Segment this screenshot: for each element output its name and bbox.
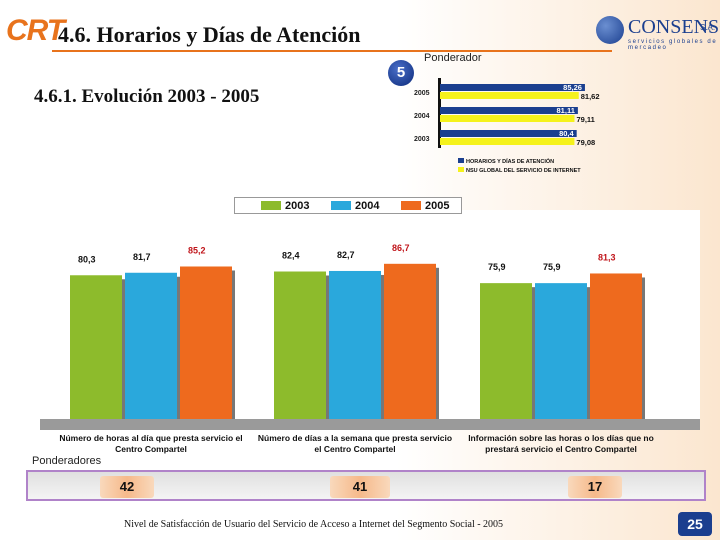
summary-category-label: 2003 xyxy=(414,136,430,143)
bar-shadow xyxy=(532,287,535,419)
bar-2005-fill xyxy=(180,266,232,419)
bar-2003 xyxy=(70,275,125,419)
bar-2004-fill xyxy=(535,283,587,419)
main-bar-chart: 80,3 81,7 85,2 Número de horas al día que p… xyxy=(40,210,700,454)
bar-shadow xyxy=(232,270,235,419)
category-label: Centro Compartel xyxy=(115,444,187,454)
page-title: 4.6. Horarios y Días de Atención xyxy=(58,22,361,47)
summary-category-label: 2005 xyxy=(414,90,430,97)
legend-item-2005: 2005 xyxy=(401,200,449,212)
summary-bar-nsu xyxy=(440,115,575,122)
section-subtitle: 4.6.1. Evolución 2003 - 2005 xyxy=(34,86,260,107)
summary-bar-nsu xyxy=(440,92,579,99)
summary-legend-swatch xyxy=(458,158,464,163)
ponderador-value: 17 xyxy=(568,476,622,498)
bar-2005-fill xyxy=(384,263,436,419)
bar-data-label: 80,3 xyxy=(78,254,96,264)
bar-2004 xyxy=(125,272,180,419)
bar-data-label: 85,2 xyxy=(188,245,206,255)
summary-legend-swatch xyxy=(458,167,464,172)
footer-caption: Nivel de Satisfacción de Usuario del Ser… xyxy=(124,519,504,530)
page-number: 25 xyxy=(678,512,712,536)
bar-2005 xyxy=(180,266,235,419)
bar-shadow xyxy=(326,275,329,419)
summary-bar-horarios xyxy=(440,84,585,91)
category-label: el Centro Compartel xyxy=(314,444,395,454)
bar-data-label: 75,9 xyxy=(488,262,506,272)
bar-2003 xyxy=(480,283,535,419)
summary-category-label: 2004 xyxy=(414,113,430,120)
summary-data-label: 79,08 xyxy=(576,138,595,147)
bar-data-label: 82,4 xyxy=(282,251,300,261)
crt-logo: CRT xyxy=(6,14,65,47)
summary-data-label: 81,62 xyxy=(581,92,600,101)
category-label: prestará servicio el Centro Compartel xyxy=(485,444,637,454)
bar-shadow xyxy=(122,279,125,419)
legend-item-2003: 2003 xyxy=(261,200,309,212)
bar-data-label: 82,7 xyxy=(337,250,355,260)
bar-shadow xyxy=(177,276,180,419)
category-label: Información sobre las horas o los días q… xyxy=(468,433,654,443)
legend-item-2004: 2004 xyxy=(331,200,379,212)
bar-2003-fill xyxy=(480,283,532,419)
summary-legend-label: HORARIOS Y DÍAS DE ATENCIÓN xyxy=(466,157,554,165)
chart-floor xyxy=(40,419,700,430)
bar-2003-fill xyxy=(70,275,122,419)
summary-bar-horarios xyxy=(440,130,577,137)
ponderador-value: 41 xyxy=(330,476,390,498)
consenso-tagline: servicios globales de mercadeo xyxy=(628,39,718,51)
bar-2005 xyxy=(590,273,645,419)
bar-shadow xyxy=(381,274,384,419)
bar-shadow xyxy=(436,267,439,419)
bar-data-label: 81,7 xyxy=(133,252,151,262)
consenso-brand-name: CONSENSO xyxy=(628,16,720,38)
ponderadores-label: Ponderadores xyxy=(32,455,102,467)
bar-shadow xyxy=(587,287,590,419)
summary-data-label: 81,11 xyxy=(557,106,575,115)
consenso-brand-suffix: S.A. xyxy=(700,23,716,32)
bar-data-label: 86,7 xyxy=(392,243,410,253)
bar-data-label: 81,3 xyxy=(598,252,616,262)
ponderador-badge: 5 xyxy=(388,60,414,86)
category-label: Número de días a la semana que presta se… xyxy=(258,433,452,443)
summary-data-label: 80,4 xyxy=(559,129,574,138)
bar-2004-fill xyxy=(329,270,381,419)
summary-data-label: 79,11 xyxy=(576,115,594,124)
summary-bar-nsu xyxy=(440,138,575,145)
summary-legend-label: NSU GLOBAL DEL SERVICIO DE INTERNET xyxy=(466,168,581,174)
bar-2003 xyxy=(274,271,329,419)
ponderador-label: Ponderador xyxy=(424,52,482,64)
summary-data-label: 85,26 xyxy=(563,83,582,92)
ponderador-value: 42 xyxy=(100,476,154,498)
bar-2004 xyxy=(329,270,384,419)
main-chart-legend: 2003 2004 2005 xyxy=(234,197,462,214)
bar-shadow xyxy=(642,277,645,419)
title-underline xyxy=(52,50,612,52)
bar-2005-fill xyxy=(590,273,642,419)
consenso-logo-icon xyxy=(596,16,624,44)
summary-axis-line xyxy=(438,78,441,148)
bar-2004-fill xyxy=(125,272,177,419)
bar-2004 xyxy=(535,283,590,419)
bar-data-label: 75,9 xyxy=(543,262,561,272)
summary-bar-horarios xyxy=(440,107,578,114)
bar-2005 xyxy=(384,263,439,419)
category-label: Número de horas al día que presta servic… xyxy=(59,433,242,443)
bar-2003-fill xyxy=(274,271,326,419)
